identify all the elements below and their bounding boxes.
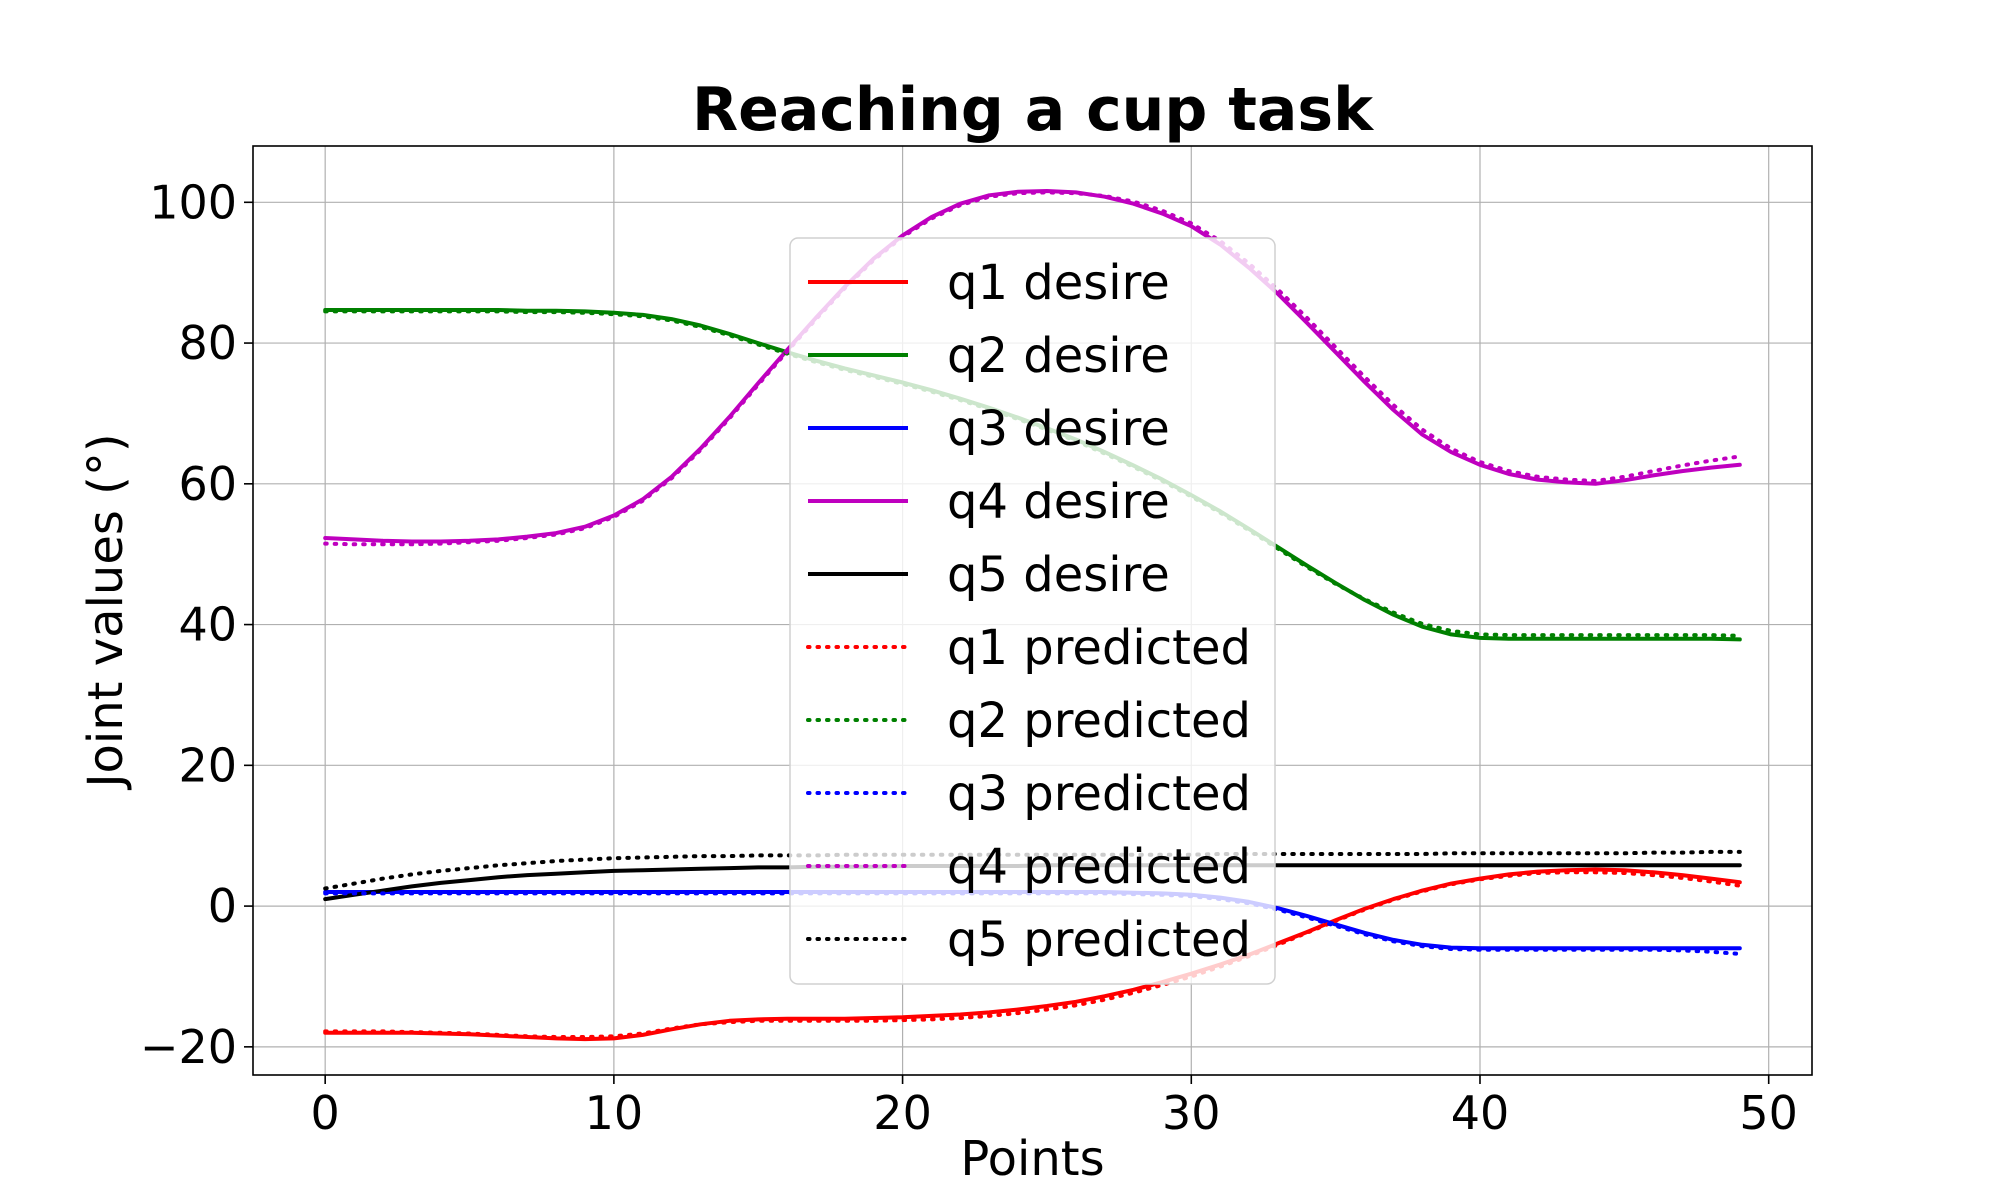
series-line-q4-predicted: [323, 190, 1742, 547]
legend-label: q5 desire: [947, 547, 1170, 603]
y-axis-label: Joint values (°): [78, 433, 134, 790]
legend-label: q3 predicted: [947, 766, 1251, 822]
legend-label: q3 desire: [947, 401, 1170, 457]
x-tick-label: 20: [873, 1086, 932, 1140]
x-axis-label: Points: [960, 1131, 1104, 1187]
y-tick-label: 80: [178, 316, 237, 370]
legend-label: q1 predicted: [947, 620, 1251, 676]
y-tick-label: 20: [178, 738, 237, 792]
chart-title: Reaching a cup task: [692, 75, 1375, 145]
legend-box: [789, 237, 1276, 985]
x-tick-label: 40: [1451, 1086, 1510, 1140]
x-tick-label: 0: [311, 1086, 340, 1140]
legend-label: q4 predicted: [947, 839, 1251, 895]
legend-label: q2 desire: [947, 328, 1170, 384]
series-line-q1-desire: [323, 867, 1742, 1042]
legend-label: q1 desire: [947, 255, 1170, 311]
series-line-q1-predicted: [323, 870, 1742, 1039]
legend-label: q2 predicted: [947, 693, 1251, 749]
y-tick-label: −20: [140, 1020, 237, 1074]
y-tick-label: 0: [208, 879, 237, 933]
legend: q1 desire q2 desire q3 desire q4 desire q5 d…: [789, 237, 1276, 985]
legend-label: q5 predicted: [947, 912, 1251, 968]
x-tick-label: 50: [1739, 1086, 1798, 1140]
series-line-q3-predicted: [323, 891, 1742, 956]
x-tick-label: 10: [585, 1086, 644, 1140]
legend-label: q4 desire: [947, 474, 1170, 530]
y-tick-label: 60: [178, 457, 237, 511]
y-tick-label: 100: [149, 175, 237, 229]
series-line-q5-predicted: [323, 849, 1742, 891]
y-tick-label: 40: [178, 598, 237, 652]
axis-ticks: 0 10 20 30 40 50 −20 0 20 40 60 80 100: [140, 175, 1798, 1140]
plot-frame: [252, 145, 1813, 1076]
x-tick-label: 30: [1162, 1086, 1221, 1140]
